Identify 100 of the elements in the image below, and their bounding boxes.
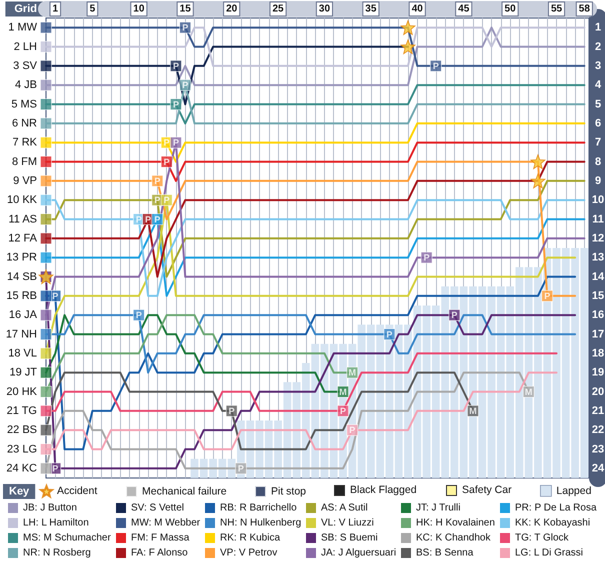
x-tick-label: 15 [180, 4, 192, 14]
data-label: P [136, 310, 142, 320]
x-tick-label: 20 [226, 4, 238, 14]
x-tick-label: 5 [90, 4, 96, 14]
y2-tick-label: 19 [592, 366, 604, 379]
legend-label: FM: F Massa [131, 532, 190, 544]
legend-label: FA: F Alonso [131, 548, 188, 558]
x-tick-label: 50 [504, 4, 516, 14]
y2-tick-label: 6 [594, 117, 602, 130]
data-label: M [524, 386, 532, 397]
data-label: P [145, 214, 152, 224]
y2-tick-label: 16 [592, 309, 604, 322]
y2-tick-label: 1 [594, 22, 602, 34]
legend-label: BS: B Senna [416, 548, 474, 558]
legend-label: KK: K Kobayashi [515, 518, 590, 528]
y2-tick-label: 23 [592, 443, 604, 456]
legend-label: RK: R Kubica [220, 532, 280, 544]
legend-label: JA: J Alguersuari [321, 548, 396, 558]
data-label: P [451, 310, 458, 320]
y-tick-label: 4 JB [14, 79, 37, 92]
data-label: P [172, 99, 179, 110]
y-tick-label: 12 FA [8, 232, 38, 244]
y2-tick-label: 17 [592, 328, 604, 340]
data-label: P [154, 195, 160, 206]
y2-tick-label: 7 [594, 136, 602, 149]
data-label: P [164, 156, 170, 167]
legend-label: NH: N Hulkenberg [220, 518, 302, 528]
y2-tick-label: 11 [592, 213, 604, 226]
text: Safety Car [462, 484, 512, 497]
legend-label: SB: S Buemi [321, 532, 378, 544]
data-label: P [136, 214, 142, 224]
x-tick-label: 55 [550, 4, 563, 14]
y2-tick-label: 21 [592, 404, 604, 417]
legend-label: NR: N Rosberg [23, 548, 91, 558]
legend-label: JB: J Button [23, 502, 77, 514]
data-label: P [238, 463, 244, 474]
y2-tick-label: 14 [592, 270, 605, 283]
y-tick-label: 11 AS [8, 213, 37, 226]
y2-tick-label: 4 [594, 79, 602, 92]
data-label: P [52, 463, 58, 474]
data-label: M [339, 386, 347, 397]
legend-label: Lapped [556, 484, 592, 497]
x-tick-label: 10 [133, 4, 145, 14]
legend-label: LH: L Hamilton [23, 518, 89, 528]
data-label: M [348, 368, 356, 378]
y-tick-label: 23 LG [7, 443, 37, 456]
y2-tick-label: 3 [594, 60, 602, 72]
x-tick-label: 58 [578, 4, 590, 14]
legend-label: Pit stop [271, 486, 306, 498]
y2-tick-label: 5 [594, 98, 602, 110]
legend-label: MS: M Schumacher [23, 532, 112, 544]
y-tick-label: 20 HK [6, 386, 38, 398]
x-tick-label: 30 [318, 4, 330, 14]
data-label: P [340, 406, 346, 416]
x-tick-label: 40 [412, 4, 424, 14]
legend-label: PR: P De La Rosa [515, 502, 597, 514]
y2-tick-label: 13 [592, 252, 604, 264]
legend-label: SV: S Vettel [131, 502, 184, 514]
legend-label: LG: L Di Grassi [515, 548, 583, 558]
y-tick-label: 14 SB [7, 270, 37, 283]
y2-tick-label: 20 [592, 386, 604, 398]
y-tick-label: 19 JT [9, 366, 38, 379]
legend-label: RB: R Barrichello [220, 502, 298, 514]
data-label: P [228, 406, 235, 416]
legend-label: VP: V Petrov [220, 548, 278, 558]
y2-tick-label: 12 [592, 232, 604, 244]
y2-tick-label: 8 [594, 156, 602, 168]
y-tick-label: 22 BS [7, 424, 37, 436]
y-tick-label: 8 FM [12, 156, 37, 168]
data-label: P [52, 290, 58, 301]
legend-label: Accident [57, 485, 98, 498]
data-label: P [172, 138, 179, 148]
y-tick-label: 7 RK [12, 136, 38, 149]
y-tick-label: 9 VP [13, 174, 37, 187]
legend-label: VL: V Liuzzi [321, 518, 374, 528]
y2-tick-label: 22 [592, 424, 604, 436]
legend-label: AS: A Sutil [321, 502, 368, 514]
x-tick-label: 45 [458, 4, 470, 14]
y-tick-label: 2 LH [14, 40, 38, 53]
legend-label: MW: M Webber [131, 518, 201, 528]
y-tick-label: 1 MW [8, 22, 38, 34]
legend-label: KC: K Chandhok [416, 532, 492, 544]
y-tick-label: 3 SV [13, 60, 38, 72]
data-label: P [182, 80, 188, 90]
y2-tick-label: 10 [592, 194, 604, 206]
text: Black Flagged [350, 484, 417, 497]
data-label: P [386, 329, 392, 340]
data-label: P [154, 214, 160, 224]
y2-tick-label: 24 [592, 462, 605, 474]
x-tick-label: 25 [272, 4, 284, 14]
y-axis-title: Grid [14, 3, 37, 15]
data-label: P [164, 195, 170, 206]
data-label: P [432, 60, 439, 71]
x-tick-label: 35 [365, 4, 377, 14]
y-tick-label: 6 NR [12, 117, 38, 130]
y2-tick-label: 9 [594, 174, 602, 187]
data-label: M [469, 406, 477, 416]
data-label: P [182, 22, 188, 33]
legend-label: TG: T Glock [515, 532, 570, 544]
x-tick-label: 1 [52, 4, 58, 14]
